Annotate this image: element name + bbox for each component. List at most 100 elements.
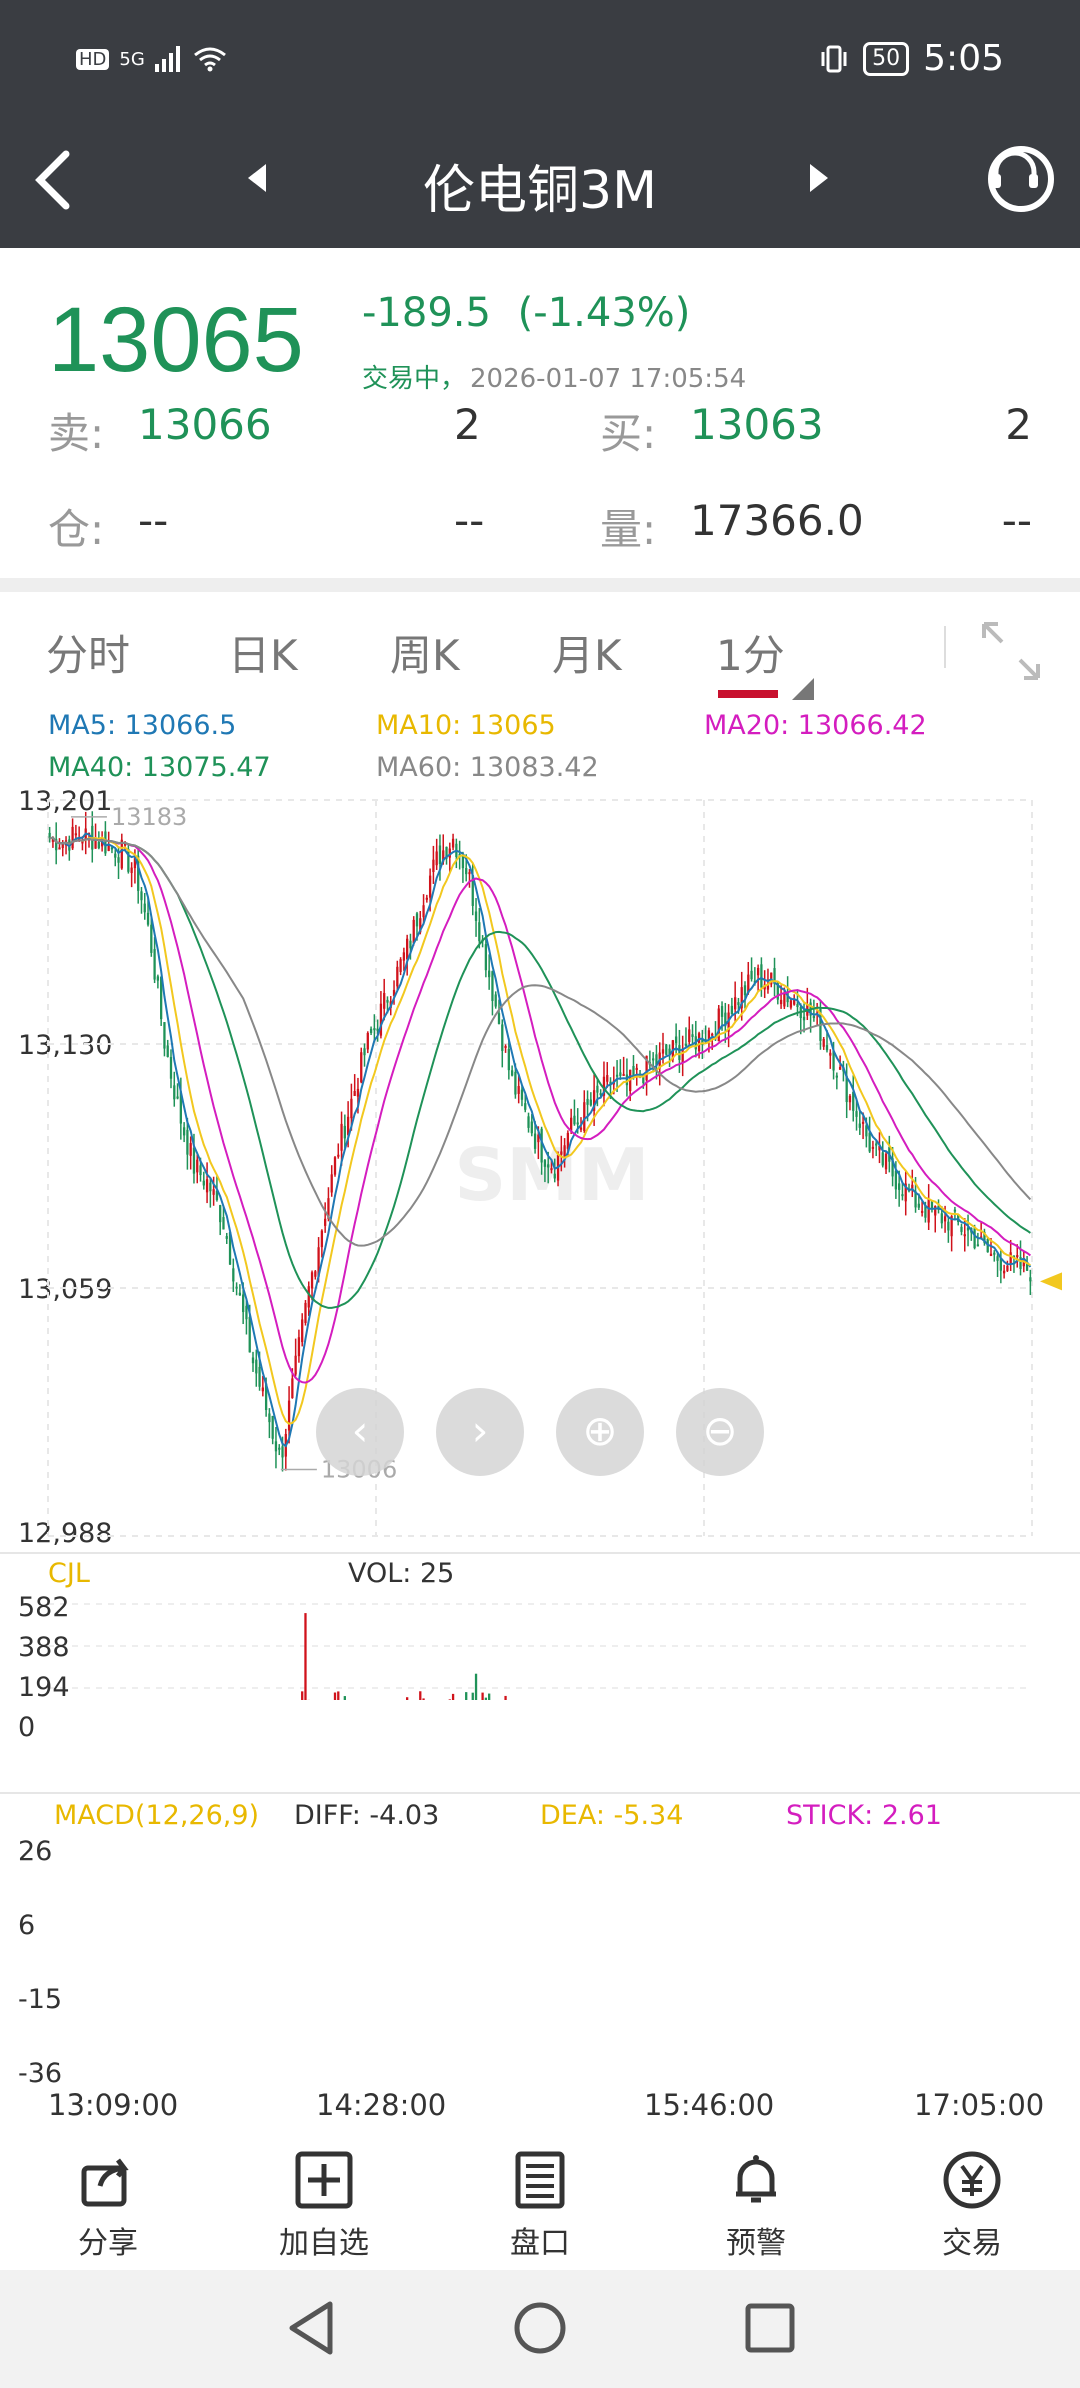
- candle-body: [550, 1168, 553, 1171]
- candle-body: [356, 1088, 360, 1097]
- candle-body: [786, 993, 789, 1003]
- system-home-icon[interactable]: [512, 2298, 568, 2358]
- tab-daily-k[interactable]: 日K: [228, 631, 298, 680]
- candle-body: [704, 1039, 707, 1042]
- candle-body: [960, 1226, 963, 1232]
- candle-body: [409, 940, 412, 949]
- zoom-in-icon[interactable]: ⊕: [556, 1388, 644, 1476]
- fullscreen-icon[interactable]: [980, 620, 1040, 680]
- candle-body: [904, 1183, 907, 1202]
- candle-body: [570, 1117, 573, 1131]
- system-navigation-bar: [0, 2270, 1080, 2388]
- candle-body: [87, 832, 91, 835]
- bell-icon: [736, 2155, 776, 2203]
- candle-body: [678, 1045, 681, 1061]
- candle-body: [838, 1066, 842, 1070]
- candle-body: [458, 854, 461, 857]
- period-dropdown-icon[interactable]: [792, 678, 814, 700]
- tab-timeshare[interactable]: 分时: [46, 631, 131, 680]
- candle-body: [353, 1090, 356, 1096]
- ma40-line: [49, 836, 1031, 1309]
- candle-body: [324, 1218, 327, 1226]
- left-arrow-icon[interactable]: ‹: [316, 1388, 404, 1476]
- candle-body: [606, 1075, 609, 1082]
- candle-body: [97, 841, 100, 849]
- candle-body: [491, 971, 494, 1002]
- candle-body: [963, 1234, 966, 1237]
- candle-body: [383, 993, 386, 1009]
- right-arrow-icon[interactable]: ›: [436, 1388, 524, 1476]
- candle-body: [258, 1366, 261, 1387]
- candle-body: [753, 980, 756, 983]
- price-axis-label: 13,201: [18, 786, 113, 817]
- hd-icon: HD: [76, 48, 110, 70]
- trade-label: 交易: [942, 2226, 1002, 2261]
- tab-1min[interactable]: 1分: [716, 631, 785, 680]
- macd-axis-label: 6: [18, 1910, 36, 1941]
- volume-value: 17366.0: [690, 496, 864, 545]
- alert-button[interactable]: 预警: [686, 2150, 826, 2262]
- customer-service-icon[interactable]: [988, 146, 1054, 212]
- battery-icon: 50: [863, 41, 910, 76]
- trade-button[interactable]: 交易: [902, 2150, 1042, 2262]
- sell-price: 13066: [138, 400, 272, 449]
- macd-axis-label: -15: [18, 1984, 63, 2015]
- candle-body: [186, 1129, 189, 1155]
- candle-body: [392, 989, 396, 996]
- orderbook-button[interactable]: 盘口: [470, 2150, 610, 2262]
- candle-body: [980, 1236, 983, 1239]
- candle-body: [691, 1034, 694, 1037]
- tab-monthly-k[interactable]: 月K: [552, 631, 622, 680]
- prev-triangle-icon[interactable]: [244, 158, 270, 207]
- next-triangle-icon[interactable]: [806, 158, 832, 207]
- candle-body: [793, 999, 796, 1005]
- candle-body: [763, 984, 766, 990]
- macd-axis-label: -36: [18, 2058, 63, 2089]
- candle-body: [297, 1337, 301, 1357]
- system-back-icon[interactable]: [284, 2298, 338, 2358]
- candle-body: [622, 1073, 625, 1076]
- ma5-line: [49, 832, 1032, 1448]
- candle-body: [714, 1037, 717, 1040]
- candle-body: [48, 832, 51, 839]
- panel-divider: [0, 1552, 1080, 1554]
- candle-body: [642, 1075, 645, 1084]
- candle-body: [78, 837, 81, 841]
- candle-body: [100, 837, 104, 847]
- candle-body: [816, 1012, 819, 1015]
- candle-body: [697, 1033, 701, 1052]
- candle-body: [425, 897, 428, 900]
- candle-body: [756, 967, 760, 976]
- candle-body: [1019, 1256, 1022, 1269]
- section-divider: [0, 578, 1080, 592]
- candle-body: [599, 1093, 602, 1096]
- candle-body: [799, 1006, 802, 1019]
- oi-change: --: [454, 496, 485, 545]
- candle-body: [989, 1253, 993, 1257]
- candle-body: [832, 1050, 835, 1071]
- tab-weekly-k[interactable]: 周K: [390, 631, 460, 680]
- candle-body: [225, 1236, 228, 1239]
- high-price-label: 13183: [111, 803, 187, 831]
- candle-body: [327, 1198, 330, 1219]
- add-watchlist-icon: [295, 2151, 353, 2209]
- candle-body: [602, 1076, 606, 1096]
- zoom-out-icon[interactable]: ⊖: [676, 1388, 764, 1476]
- status-right: 50 5:05: [819, 38, 1004, 79]
- share-button[interactable]: 分享: [38, 2150, 178, 2262]
- candle-body: [688, 1029, 691, 1043]
- candle-body: [123, 843, 127, 846]
- back-arrow-icon[interactable]: [30, 148, 74, 227]
- add-watchlist-button[interactable]: 加自选: [254, 2150, 394, 2262]
- candle-body: [1029, 1277, 1032, 1282]
- candle-body: [379, 1003, 383, 1036]
- candle-body: [953, 1209, 957, 1212]
- system-recents-icon[interactable]: [742, 2298, 798, 2358]
- candle-body: [415, 913, 419, 927]
- candle-body: [612, 1080, 615, 1085]
- candle-body: [812, 1016, 816, 1019]
- candle-body: [973, 1228, 976, 1249]
- candle-body: [970, 1227, 973, 1233]
- status-left: HD 5G: [76, 46, 227, 72]
- candle-body: [943, 1216, 947, 1222]
